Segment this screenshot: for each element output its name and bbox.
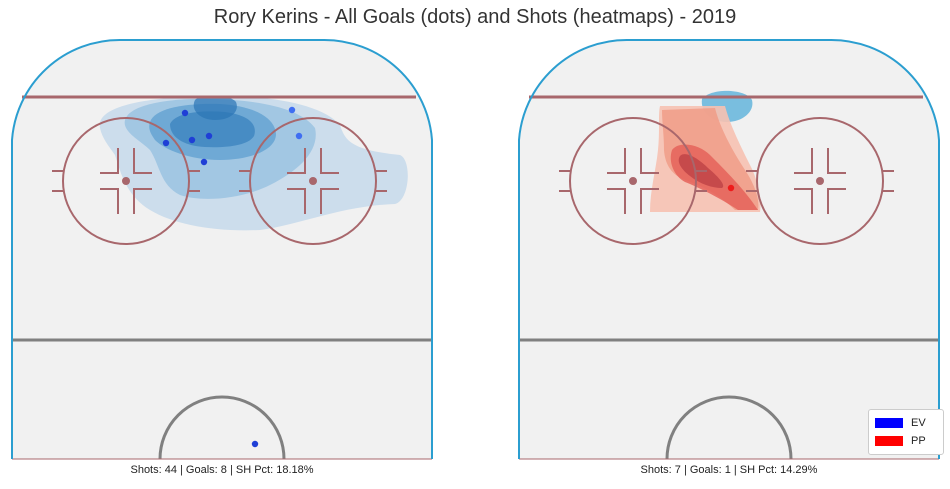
legend-label-ev: EV bbox=[911, 417, 926, 429]
left-faceoff-right bbox=[239, 117, 387, 245]
right-boards bbox=[518, 38, 940, 459]
left-heatmap bbox=[99, 95, 408, 231]
right-caption: Shots: 7 | Goals: 1 | SH Pct: 14.29% bbox=[640, 464, 818, 476]
left-goal-dot bbox=[288, 106, 296, 114]
left-goal-dot bbox=[181, 109, 189, 117]
legend: EV PP bbox=[868, 409, 944, 455]
legend-swatch-pp bbox=[875, 436, 903, 446]
left-center-circle bbox=[158, 395, 286, 460]
legend-swatch-ev bbox=[875, 418, 903, 428]
right-faceoff-left bbox=[559, 117, 707, 245]
left-goal-dot bbox=[188, 136, 196, 144]
legend-item-pp: PP bbox=[875, 434, 926, 448]
chart-title: Rory Kerins - All Goals (dots) and Shots… bbox=[213, 6, 737, 28]
right-faceoff-right bbox=[746, 117, 894, 245]
left-goal-dot bbox=[200, 158, 208, 166]
right-goal-dot bbox=[727, 184, 735, 192]
right-center-circle bbox=[665, 395, 793, 460]
left-rink bbox=[11, 38, 433, 460]
left-goal-markers bbox=[162, 106, 303, 448]
left-goal-dot bbox=[162, 139, 170, 147]
left-goal-dot bbox=[251, 440, 259, 448]
legend-label-pp: PP bbox=[911, 435, 926, 447]
left-boards bbox=[11, 38, 433, 459]
right-goal-markers bbox=[727, 184, 735, 192]
left-goal-dot bbox=[295, 132, 303, 140]
right-rink bbox=[518, 38, 940, 460]
right-rink-ice bbox=[519, 39, 939, 460]
right-right-faceoff-dot bbox=[816, 177, 824, 185]
right-faceoff-dot bbox=[309, 177, 317, 185]
right-left-faceoff-dot bbox=[629, 177, 637, 185]
legend-item-ev: EV bbox=[875, 416, 926, 430]
left-goal-dot bbox=[205, 132, 213, 140]
left-faceoff-dot bbox=[122, 177, 130, 185]
left-caption: Shots: 44 | Goals: 8 | SH Pct: 18.18% bbox=[130, 464, 314, 476]
left-faceoff-left bbox=[52, 117, 200, 245]
